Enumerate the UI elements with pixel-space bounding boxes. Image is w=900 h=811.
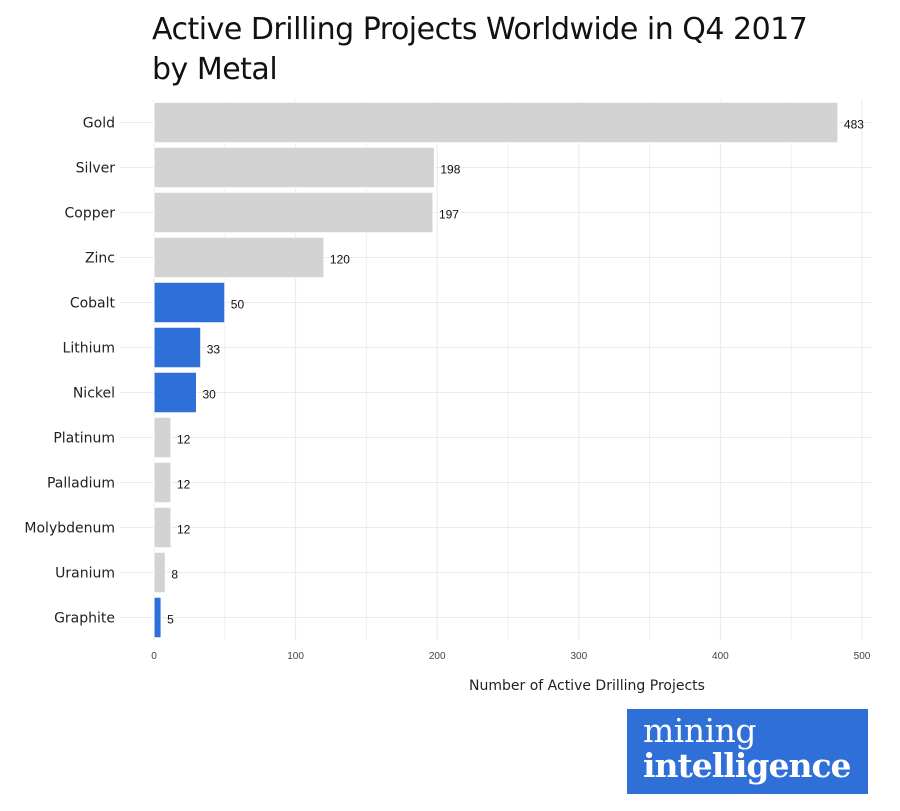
category-label: Platinum [53, 431, 115, 447]
category-label: Cobalt [70, 296, 116, 312]
bar-gold [153, 101, 839, 144]
bar-silver [153, 146, 435, 189]
chart-title-line-2: by Metal [152, 52, 278, 87]
value-label: 483 [844, 118, 864, 132]
category-label: Copper [65, 206, 116, 222]
bar-zinc [153, 236, 325, 279]
category-label: Silver [76, 161, 116, 177]
x-tick-label: 100 [287, 651, 304, 662]
chart-title: Active Drilling Projects Worldwide in Q4… [152, 10, 892, 90]
value-label: 198 [440, 163, 460, 177]
bar-copper [153, 191, 434, 234]
value-label: 33 [207, 343, 221, 357]
value-label: 197 [439, 208, 459, 222]
value-label: 30 [202, 388, 216, 402]
chart-title-line-1: Active Drilling Projects Worldwide in Q4… [152, 12, 808, 47]
logo-line-2: intelligence [643, 746, 852, 785]
bar-uranium [153, 551, 166, 594]
category-label: Molybdenum [24, 521, 115, 537]
x-tick-label: 0 [151, 651, 157, 662]
minor-gridlines [224, 100, 792, 640]
category-label: Graphite [54, 611, 115, 627]
bars [153, 101, 839, 639]
mining-intelligence-logo: mining intelligence [627, 709, 868, 794]
category-label: Lithium [63, 341, 115, 357]
bar-molybdenum [153, 506, 172, 549]
value-label: 120 [330, 253, 350, 267]
bar-graphite [153, 596, 162, 639]
value-label: 12 [177, 478, 191, 492]
bar-platinum [153, 416, 172, 459]
value-label: 12 [177, 523, 191, 537]
bar-cobalt [153, 281, 226, 324]
x-axis-label: Number of Active Drilling Projects [469, 678, 705, 694]
x-tick-label: 300 [570, 651, 587, 662]
bar-chart: Gold Silver Copper Zinc Cobalt Lithium Nickel P… [24, 100, 872, 694]
bar-lithium [153, 326, 202, 369]
x-tick-label: 500 [854, 651, 871, 662]
value-label: 5 [167, 613, 174, 627]
bar-nickel [153, 371, 197, 414]
value-label: 12 [177, 433, 191, 447]
category-label: Nickel [73, 386, 115, 402]
x-tick-label: 400 [712, 651, 729, 662]
category-labels: Gold Silver Copper Zinc Cobalt Lithium Nickel P… [24, 116, 115, 627]
value-labels: 483 198 197 120 50 33 30 12 12 12 8 5 [167, 118, 864, 627]
category-label: Palladium [47, 476, 115, 492]
x-tick-label: 200 [429, 651, 446, 662]
x-axis-ticks: 0 100 200 300 400 500 [151, 651, 871, 662]
category-label: Uranium [55, 566, 115, 582]
category-label: Gold [83, 116, 115, 132]
logo-line-1: mining [643, 711, 757, 750]
bar-palladium [153, 461, 172, 504]
value-label: 8 [171, 568, 178, 582]
value-label: 50 [231, 298, 245, 312]
category-label: Zinc [85, 251, 115, 267]
